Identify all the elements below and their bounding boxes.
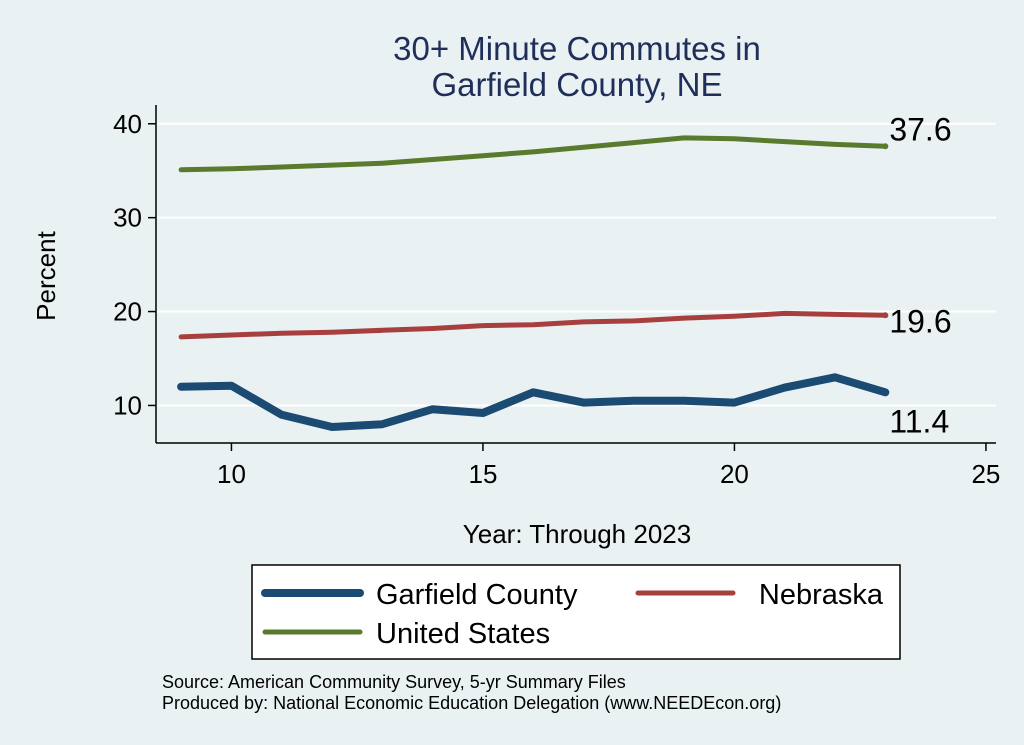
gridlines [156,122,996,407]
plot-area [156,105,996,443]
x-axis-title: Year: Through 2023 [463,519,691,549]
y-axis-title: Percent [31,230,61,320]
y-tick-label-40: 40 [113,109,142,139]
end-label-garfield-county: 11.4 [889,403,949,439]
end-label-united-states: 37.6 [889,111,951,147]
legend-label-nebraska: Nebraska [759,579,884,611]
end-label-nebraska: 19.6 [889,303,951,339]
x-tick-label-20: 20 [720,459,749,489]
end-marker-garfield-county [882,389,889,396]
x-tick-label-15: 15 [468,459,497,489]
y-tick-label-20: 20 [113,297,142,327]
chart-title: 30+ Minute Commutes in Garfield County, … [393,30,761,103]
end-labels: 11.4 19.6 37.6 [882,111,952,439]
legend-box [251,564,901,660]
y-tick-label-10: 10 [113,390,142,420]
legend-label-united-states: United States [376,618,550,650]
source-note: Source: American Community Survey, 5-yr … [162,672,626,692]
chart-title-line-1: 30+ Minute Commutes in [393,30,761,67]
x-tick-label-25: 25 [971,459,1000,489]
chart-title-line-2: Garfield County, NE [431,66,722,103]
end-marker-united-states [882,143,889,150]
y-tick-label-30: 30 [113,203,142,233]
end-marker-nebraska [882,312,889,319]
axes: 10 20 30 40 10 15 20 25 [113,105,1000,489]
legend: Garfield County Nebraska United States [251,564,901,660]
x-tick-label-10: 10 [217,459,246,489]
producer-note: Produced by: National Economic Education… [162,693,781,713]
series-lines [177,135,890,431]
legend-label-garfield-county: Garfield County [376,579,578,611]
source-notes: Source: American Community Survey, 5-yr … [162,672,781,713]
